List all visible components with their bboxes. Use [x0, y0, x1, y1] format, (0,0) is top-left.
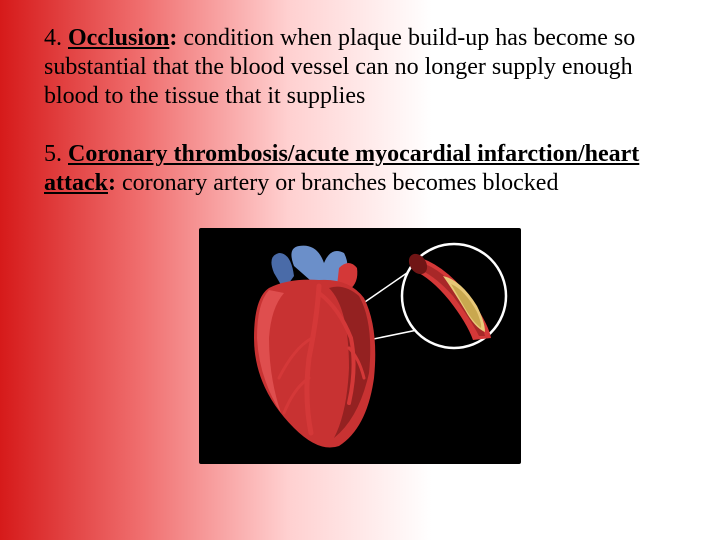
term-occlusion: Occlusion: [68, 25, 169, 51]
heart-group: [254, 246, 375, 448]
artery-detail-group: [402, 244, 506, 348]
definition-text: coronary artery or branches becomes bloc…: [116, 170, 558, 196]
heart-svg: [199, 228, 521, 464]
item-number: 5.: [44, 141, 62, 167]
figure-container: [44, 228, 676, 464]
heart-coronary-illustration: [199, 228, 521, 464]
definition-item-4: 4. Occlusion: condition when plaque buil…: [44, 24, 676, 110]
item-number: 4.: [44, 25, 62, 51]
term-colon: :: [108, 170, 116, 196]
definition-item-5: 5. Coronary thrombosis/acute myocardial …: [44, 140, 676, 198]
slide-content: 4. Occlusion: condition when plaque buil…: [0, 0, 720, 464]
